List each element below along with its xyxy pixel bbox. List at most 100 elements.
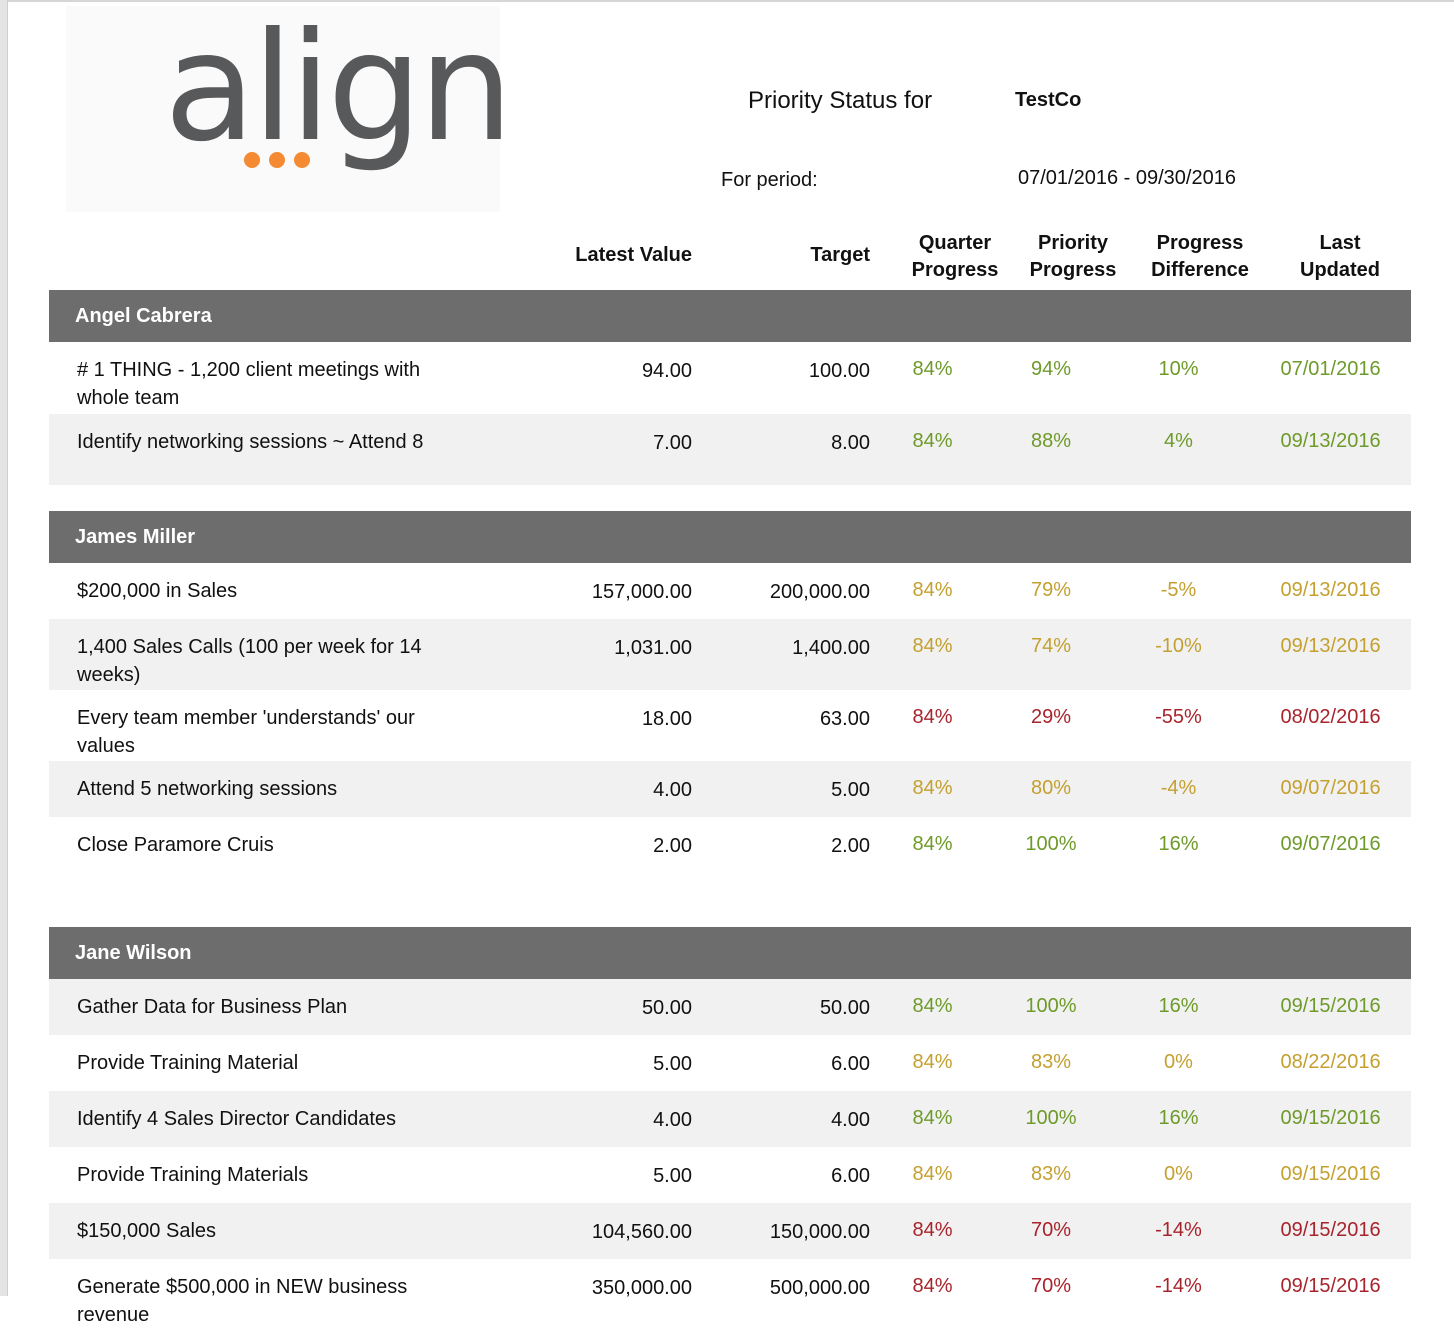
target-cell: 4.00 <box>692 1091 870 1147</box>
last-updated-cell: 09/15/2016 <box>1280 1275 1381 1297</box>
priority-progress-cell: 94% <box>1030 358 1072 380</box>
table-row: $200,000 in Sales 157,000.00 200,000.00 84%… <box>49 563 1411 619</box>
priority-description: Identify 4 Sales Director Candidates <box>49 1091 459 1147</box>
table-row: # 1 THING - 1,200 client meetings with w… <box>49 342 1411 414</box>
period-label: For period: <box>721 169 818 191</box>
latest-value-cell: 50.00 <box>459 979 692 1035</box>
last-updated-cell: 07/01/2016 <box>1280 358 1381 380</box>
latest-value-cell: 7.00 <box>459 414 692 485</box>
quarter-progress-cell: 84% <box>912 706 953 728</box>
group-spacer <box>49 873 1412 927</box>
table-row: Attend 5 networking sessions 4.00 5.00 84% 8… <box>49 761 1412 817</box>
progress-difference-cell: 16% <box>1107 1091 1250 1147</box>
target-cell: 200,000.00 <box>769 581 870 603</box>
priority-progress-cell: 83% <box>1030 1051 1072 1073</box>
table-row: Provide Training Material 5.00 6.00 84% 83% 0… <box>49 1035 1411 1091</box>
logo-wordmark: align <box>164 1 514 175</box>
table-row: Provide Training Materials 5.00 6.00 84% 83%… <box>49 1147 1411 1203</box>
priority-progress-cell: 80% <box>995 761 1107 817</box>
priority-progress-cell: 100% <box>995 979 1107 1035</box>
target-cell: 100.00 <box>808 360 870 382</box>
priority-description: Gather Data for Business Plan <box>49 979 459 1035</box>
priority-description: Provide Training Materials <box>77 1164 309 1186</box>
target-cell: 1,400.00 <box>692 619 870 690</box>
latest-value-cell: 94.00 <box>641 360 692 382</box>
latest-value-cell: 18.00 <box>641 708 692 730</box>
page-top-edge <box>0 0 1454 2</box>
quarter-progress-cell: 84% <box>912 579 953 601</box>
table-row: 1,400 Sales Calls (100 per week for 14 w… <box>49 619 1412 690</box>
col-quarter-progress: Quarter Progress <box>911 232 999 280</box>
group-header-row: Angel Cabrera <box>49 290 1412 342</box>
progress-difference-cell: -4% <box>1107 761 1250 817</box>
priority-description: 1,400 Sales Calls (100 per week for 14 w… <box>49 619 459 690</box>
group-owner-name: Jane Wilson <box>49 927 1412 979</box>
quarter-progress-cell: 84% <box>870 761 995 817</box>
target-cell: 6.00 <box>831 1165 870 1187</box>
progress-difference-cell: 16% <box>1107 979 1250 1035</box>
priority-progress-cell: 74% <box>995 619 1107 690</box>
quarter-progress-cell: 84% <box>912 833 953 855</box>
progress-difference-cell: -14% <box>1155 1275 1202 1297</box>
priority-progress-cell: 70% <box>995 1203 1107 1259</box>
progress-difference-cell: -10% <box>1107 619 1250 690</box>
latest-value-cell: 5.00 <box>653 1053 692 1075</box>
quarter-progress-cell: 84% <box>870 1203 995 1259</box>
target-cell: 5.00 <box>692 761 870 817</box>
group-spacer <box>49 485 1412 511</box>
progress-difference-cell: 4% <box>1107 414 1250 485</box>
quarter-progress-cell: 84% <box>870 619 995 690</box>
target-cell: 6.00 <box>831 1053 870 1075</box>
latest-value-cell: 157,000.00 <box>591 581 692 603</box>
priority-description: Every team member 'understands' our valu… <box>77 707 415 757</box>
table-row: Every team member 'understands' our valu… <box>49 690 1411 761</box>
table-row: Close Paramore Cruis 2.00 2.00 84% 100% 16% 09… <box>49 817 1411 873</box>
latest-value-cell: 1,031.00 <box>459 619 692 690</box>
company-name: TestCo <box>1015 89 1082 111</box>
table-row: Identify 4 Sales Director Candidates 4.00… <box>49 1091 1412 1147</box>
last-updated-cell: 09/15/2016 <box>1250 1203 1412 1259</box>
last-updated-cell: 09/13/2016 <box>1250 414 1412 485</box>
table-row: Generate $500,000 in NEW business revenu… <box>49 1259 1411 1331</box>
group-owner-name: James Miller <box>49 511 1412 563</box>
report-title-label: Priority Status for <box>748 87 933 114</box>
last-updated-cell: 08/22/2016 <box>1280 1051 1381 1073</box>
last-updated-cell: 08/02/2016 <box>1280 706 1381 728</box>
col-target: Target <box>810 244 870 266</box>
target-cell: 63.00 <box>819 708 870 730</box>
priority-description: Attend 5 networking sessions <box>49 761 459 817</box>
col-last-updated: Last Updated <box>1300 232 1380 280</box>
priority-status-table: Angel Cabrera # 1 THING - 1,200 client me… <box>49 290 1412 1331</box>
target-cell: 8.00 <box>692 414 870 485</box>
progress-difference-cell: 0% <box>1164 1163 1193 1185</box>
priority-progress-cell: 83% <box>1030 1163 1072 1185</box>
priority-progress-cell: 88% <box>995 414 1107 485</box>
last-updated-cell: 09/13/2016 <box>1280 579 1381 601</box>
latest-value-cell: 104,560.00 <box>459 1203 692 1259</box>
col-priority-progress: Priority Progress <box>1029 232 1117 280</box>
priority-progress-cell: 70% <box>1030 1275 1072 1297</box>
priority-progress-cell: 100% <box>1025 833 1077 855</box>
group-header-row: James Miller <box>49 511 1412 563</box>
target-cell: 150,000.00 <box>692 1203 870 1259</box>
quarter-progress-cell: 84% <box>912 358 953 380</box>
quarter-progress-cell: 84% <box>912 1275 953 1297</box>
latest-value-cell: 350,000.00 <box>591 1277 692 1299</box>
priority-progress-cell: 29% <box>1030 706 1072 728</box>
progress-difference-cell: -5% <box>1160 579 1197 601</box>
last-updated-cell: 09/15/2016 <box>1250 979 1412 1035</box>
quarter-progress-cell: 84% <box>870 979 995 1035</box>
group-owner-name: Angel Cabrera <box>49 290 1412 342</box>
progress-difference-cell: 16% <box>1158 833 1199 855</box>
last-updated-cell: 09/07/2016 <box>1280 833 1381 855</box>
group-header-row: Jane Wilson <box>49 927 1412 979</box>
target-cell: 2.00 <box>831 835 870 857</box>
quarter-progress-cell: 84% <box>870 1091 995 1147</box>
page-left-edge <box>0 0 8 1296</box>
priority-description: Generate $500,000 in NEW business revenu… <box>77 1276 408 1326</box>
priority-description: Identify networking sessions ~ Attend 8 <box>49 414 459 485</box>
quarter-progress-cell: 84% <box>912 1163 953 1185</box>
last-updated-cell: 09/15/2016 <box>1250 1091 1412 1147</box>
progress-difference-cell: -14% <box>1107 1203 1250 1259</box>
